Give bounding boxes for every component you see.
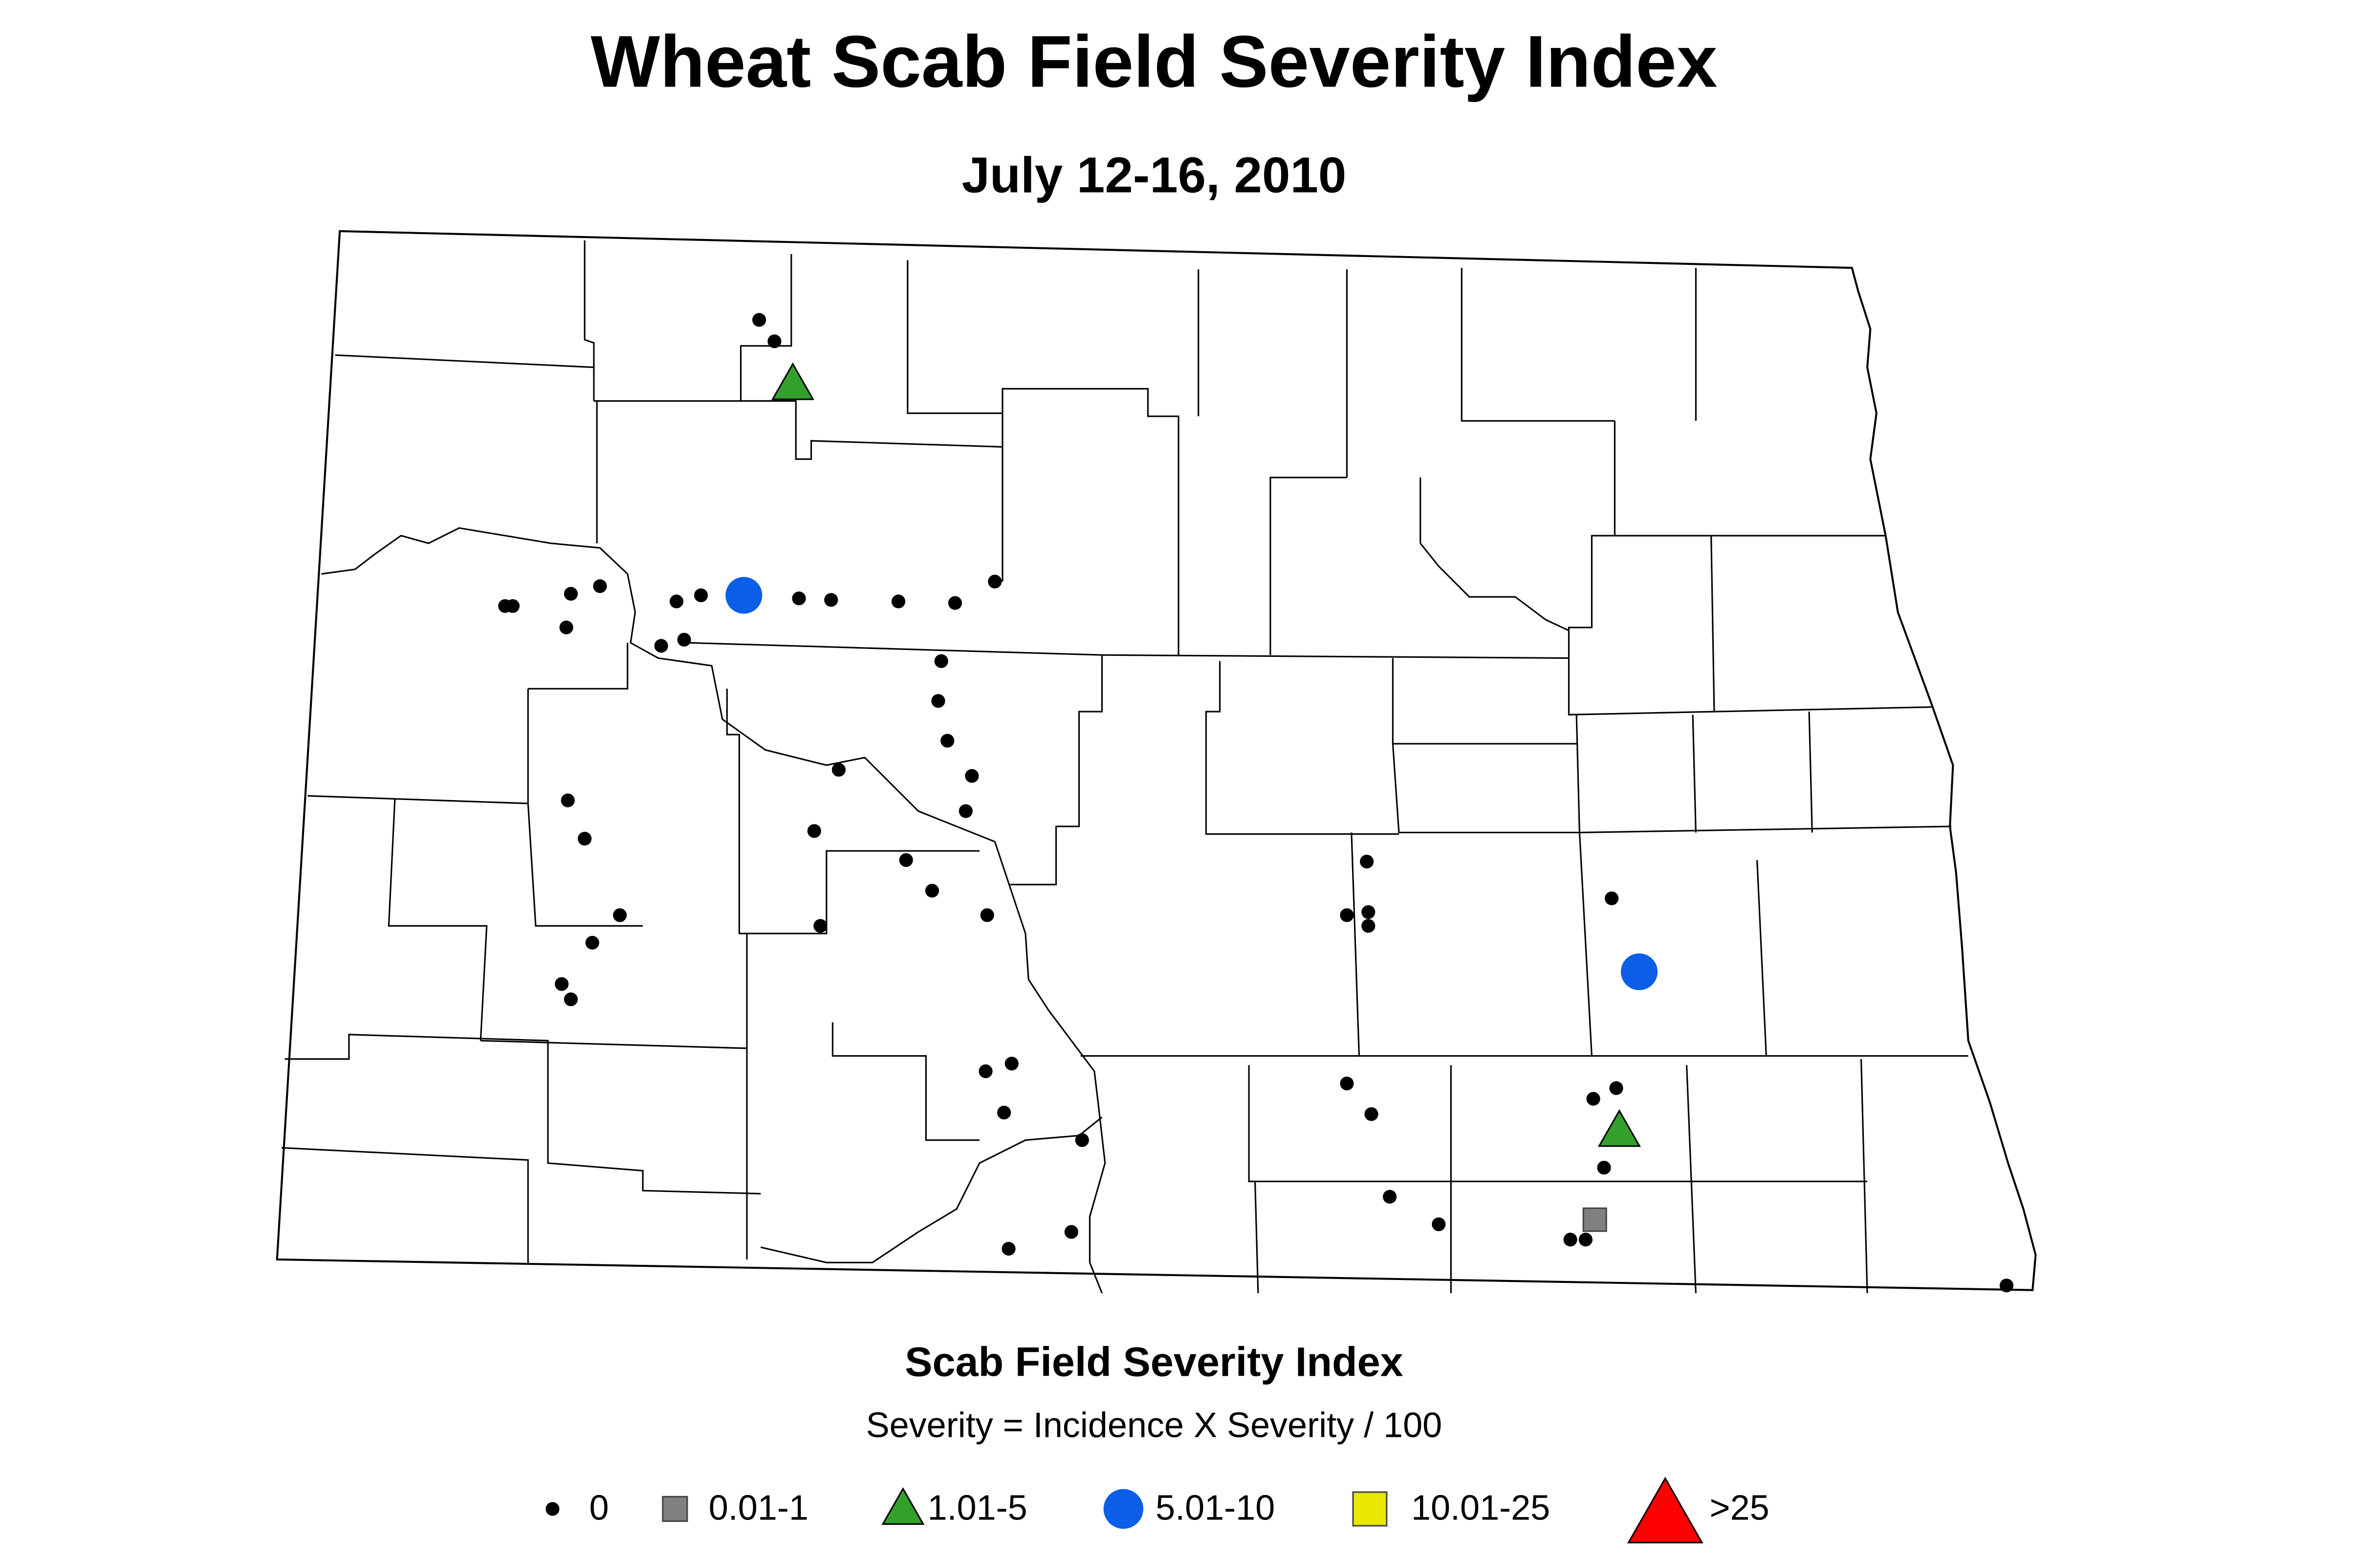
legend-label: 1.01-5 — [928, 1489, 1027, 1528]
dot-marker — [1364, 1107, 1378, 1121]
dot-marker — [1361, 905, 1376, 919]
square-marker — [662, 1496, 688, 1522]
state-map — [276, 230, 2037, 1294]
dot-marker — [934, 654, 948, 668]
triangle-marker — [1597, 1109, 1641, 1147]
dot-marker — [694, 588, 708, 603]
dot-marker — [792, 591, 806, 606]
triangle-marker — [771, 362, 814, 400]
triangle-marker — [881, 1487, 925, 1525]
legend-label: >25 — [1710, 1489, 1769, 1528]
dot-marker — [1609, 1081, 1623, 1095]
dot-marker — [564, 586, 578, 601]
triangle-marker — [1627, 1476, 1703, 1543]
dot-marker — [1075, 1133, 1089, 1147]
dot-marker — [925, 884, 939, 898]
legend-subtitle: Severity = Incidence X Severity / 100 — [866, 1406, 1442, 1445]
dot-marker — [980, 908, 994, 922]
dot-marker — [1064, 1225, 1078, 1239]
dot-marker — [1361, 919, 1376, 933]
dot-marker — [940, 734, 955, 748]
legend-label: 0.01-1 — [709, 1489, 808, 1528]
dot-marker — [891, 594, 906, 608]
dot-marker — [1597, 1161, 1611, 1175]
dot-marker — [1432, 1217, 1446, 1232]
dot-marker — [824, 593, 838, 607]
square-marker — [1352, 1491, 1388, 1527]
dot-marker — [1383, 1190, 1397, 1204]
county-lines — [282, 240, 1968, 1294]
dot-marker — [899, 853, 913, 867]
dot-marker — [564, 992, 578, 1006]
dot-marker — [654, 639, 668, 653]
dot-marker — [959, 804, 973, 818]
legend-label: 10.01-25 — [1411, 1489, 1550, 1528]
site-markers — [498, 313, 2014, 1293]
dot-marker — [997, 1106, 1011, 1120]
dot-marker — [1340, 908, 1354, 922]
dot-marker — [1586, 1092, 1600, 1106]
dot-marker — [593, 579, 607, 593]
dot-marker — [1360, 854, 1374, 869]
circle-marker — [1103, 1489, 1143, 1529]
circle-marker — [1620, 953, 1658, 990]
dot-marker — [1605, 891, 1619, 906]
dot-marker — [669, 594, 684, 608]
dot-marker — [813, 919, 828, 933]
dot-marker — [578, 831, 592, 846]
square-marker — [1582, 1207, 1607, 1232]
dot-marker — [1004, 1057, 1019, 1071]
dot-marker — [1340, 1076, 1354, 1091]
dot-marker — [546, 1502, 560, 1516]
dot-marker — [613, 908, 627, 922]
dot-marker — [1563, 1233, 1577, 1247]
dot-marker — [767, 334, 782, 348]
dot-marker — [1578, 1233, 1593, 1247]
legend-label: 0 — [590, 1489, 609, 1528]
circle-marker — [725, 577, 763, 614]
dot-marker — [965, 769, 979, 783]
legend: Scab Field Severity Index Severity = Inc… — [546, 1338, 1769, 1543]
dot-marker — [677, 632, 691, 647]
legend-label: 5.01-10 — [1156, 1489, 1275, 1528]
dot-marker — [505, 599, 520, 613]
dot-marker — [831, 762, 846, 777]
dot-marker — [561, 793, 575, 807]
dot-marker — [807, 824, 821, 838]
dot-marker — [988, 574, 1002, 589]
dot-marker — [979, 1064, 993, 1079]
subtitle: July 12-16, 2010 — [961, 147, 1346, 203]
dot-marker — [948, 596, 962, 610]
dot-marker — [752, 313, 766, 327]
dot-marker — [931, 694, 945, 708]
dot-marker — [1002, 1242, 1016, 1256]
title: Wheat Scab Field Severity Index — [590, 21, 1717, 103]
dot-marker — [1999, 1279, 2014, 1293]
dot-marker — [585, 935, 599, 950]
dot-marker — [555, 977, 569, 991]
dot-marker — [559, 620, 573, 634]
legend-title: Scab Field Severity Index — [905, 1338, 1403, 1385]
